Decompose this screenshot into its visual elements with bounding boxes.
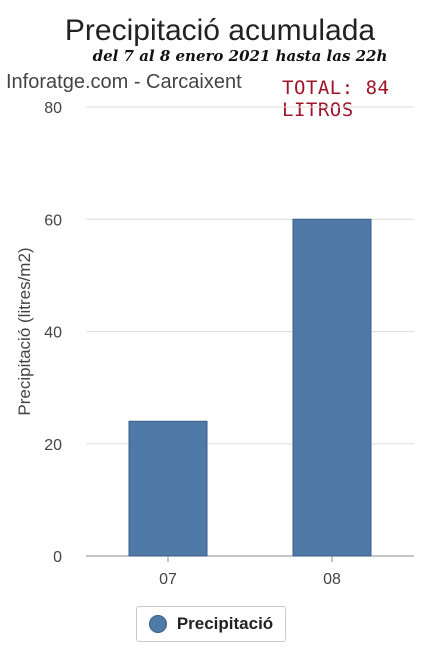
- legend-label: Precipitació: [176, 614, 274, 633]
- chart-subtitle: del 7 al 8 enero 2021 hasta las 22h: [92, 47, 388, 65]
- source-label: Inforatge.com - Carcaixent: [6, 71, 242, 93]
- y-tick-label: 80: [44, 100, 62, 117]
- total-annotation: TOTAL: 84 LITROS: [282, 77, 390, 121]
- x-tick-label: 08: [323, 571, 341, 588]
- y-tick-label: 40: [44, 325, 62, 342]
- bar-08: [292, 218, 372, 557]
- y-tick-label: 20: [44, 437, 62, 454]
- y-tick-label: 0: [53, 549, 62, 566]
- y-axis-title: Precipitació (litres/m2): [15, 247, 34, 415]
- y-tick-label: 60: [44, 212, 62, 229]
- legend[interactable]: Precipitació: [136, 606, 286, 642]
- chart-title: Precipitació acumulada: [64, 14, 376, 47]
- bar-07: [128, 420, 208, 557]
- x-tick-label: 07: [159, 571, 177, 588]
- bar-chart: 0 20 40 60 80 Precipitació (litres/m2) 07 08: [15, 100, 414, 588]
- legend-swatch: [148, 615, 167, 633]
